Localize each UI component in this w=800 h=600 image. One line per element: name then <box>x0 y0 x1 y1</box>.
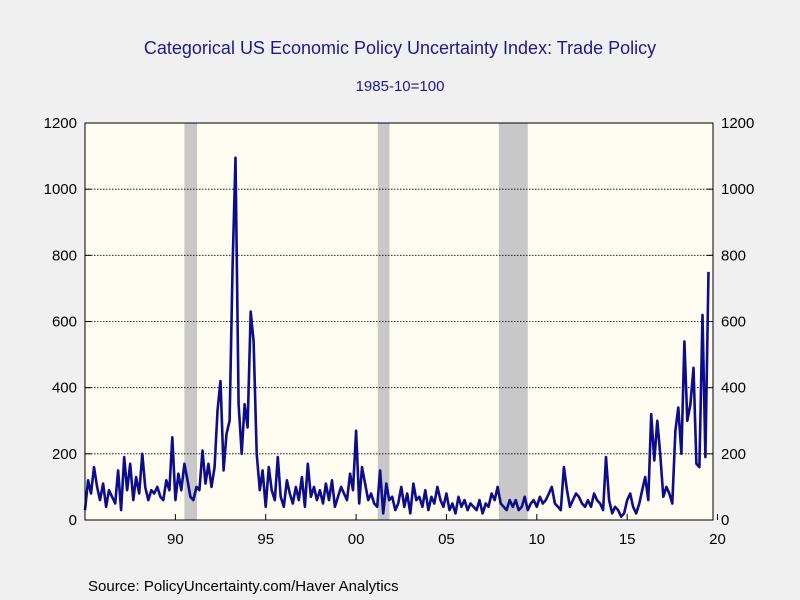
chart-subtitle: 1985-10=100 <box>355 78 445 95</box>
y-tick-label-left: 800 <box>52 247 77 264</box>
series-line-trade-policy <box>83 156 710 518</box>
x-tick-label: 95 <box>257 531 274 548</box>
y-tick-label-right: 1200 <box>721 115 754 132</box>
y-tick-label-left: 400 <box>52 380 77 397</box>
recession-bar <box>377 123 390 520</box>
y-tick-label-left: 1200 <box>44 115 77 132</box>
y-tick-label-left: 200 <box>52 446 77 463</box>
y-tick-label-right: 200 <box>721 446 746 463</box>
plot-frame <box>84 122 714 521</box>
y-tick-label-right: 400 <box>721 380 746 397</box>
y-tick-label-right: 600 <box>721 314 746 331</box>
x-tick-label: 10 <box>528 531 545 548</box>
y-tick-label-left: 600 <box>52 314 77 331</box>
y-tick-label-right: 800 <box>721 247 746 264</box>
x-tick-label: 00 <box>348 531 365 548</box>
source-note: Source: PolicyUncertainty.com/Haver Anal… <box>88 578 399 595</box>
x-tick-label: 20 <box>709 531 726 548</box>
y-tick-label-left: 0 <box>69 512 77 529</box>
y-tick-label-right: 1000 <box>721 181 754 198</box>
x-tick-label: 90 <box>167 531 184 548</box>
x-tick-label: 15 <box>619 531 636 548</box>
y-tick-label-left: 1000 <box>44 181 77 198</box>
x-tick-label: 05 <box>438 531 455 548</box>
chart-title: Categorical US Economic Policy Uncertain… <box>143 38 657 58</box>
y-tick-label-right: 0 <box>721 512 729 529</box>
recession-bar <box>498 123 528 520</box>
